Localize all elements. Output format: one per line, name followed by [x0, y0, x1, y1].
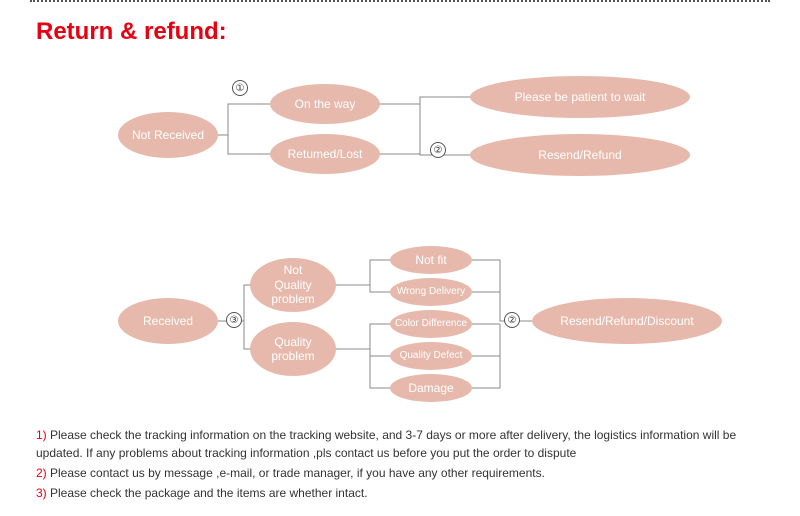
node-received: Received — [118, 298, 218, 344]
node-damage: Damage — [390, 374, 472, 402]
note-item: 1) Please check the tracking information… — [36, 426, 780, 462]
node-patient: Please be patient to wait — [470, 76, 690, 118]
step-marker: ① — [232, 80, 248, 96]
node-not_quality: Not Quality problem — [250, 258, 336, 312]
note-item: 2) Please contact us by message ,e-mail,… — [36, 464, 780, 482]
node-not_received: Not Received — [118, 112, 218, 158]
note-number: 2) — [36, 466, 50, 480]
node-resend1: Resend/Refund — [470, 134, 690, 176]
node-quality: Quality problem — [250, 322, 336, 376]
note-text: Please check the tracking information on… — [36, 428, 736, 460]
step-marker: ③ — [226, 312, 242, 328]
note-number: 3) — [36, 486, 50, 500]
note-number: 1) — [36, 428, 50, 442]
notes-section: 1) Please check the tracking information… — [36, 424, 780, 504]
node-color: Color Difference — [390, 310, 472, 338]
note-text: Please contact us by message ,e-mail, or… — [50, 466, 545, 480]
node-on_way: On the way — [270, 84, 380, 124]
step-marker: ② — [504, 312, 520, 328]
note-item: 3) Please check the package and the item… — [36, 484, 780, 502]
step-marker: ② — [430, 142, 446, 158]
note-text: Please check the package and the items a… — [50, 486, 368, 500]
node-not_fit: Not fit — [390, 246, 472, 274]
node-resend2: Resend/Refund/Discount — [532, 298, 722, 344]
node-returned: Retumed/Lost — [270, 134, 380, 174]
flowchart-container: Not Received On the way Retumed/Lost Please… — [0, 0, 800, 420]
node-wrong: Wrong Delivery — [390, 278, 472, 306]
node-defect: Quality Defect — [390, 342, 472, 370]
